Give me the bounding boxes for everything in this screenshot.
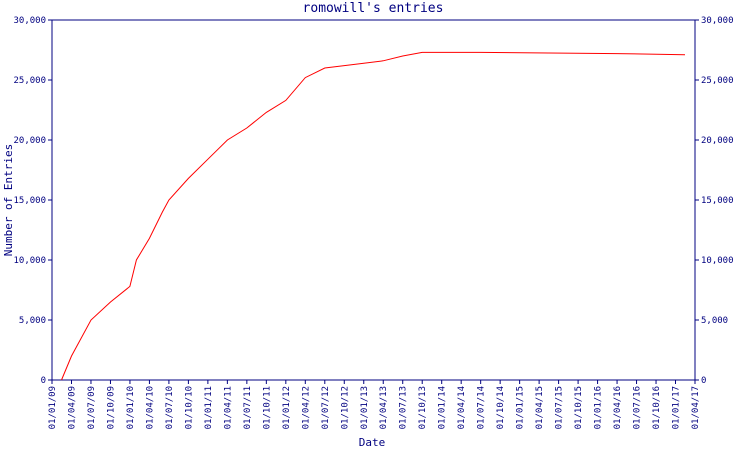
x-tick-label: 01/01/10	[126, 386, 136, 429]
x-tick-label: 01/01/13	[360, 386, 370, 429]
plot-frame	[51, 19, 696, 381]
x-tick-label: 01/07/13	[399, 386, 409, 429]
x-tick-label: 01/10/15	[574, 386, 584, 429]
chart-title: romowill's entries	[303, 1, 444, 16]
x-tick-label: 01/04/10	[145, 386, 155, 429]
x-tick-label: 01/10/16	[652, 386, 662, 429]
y2-tick-label: 5,000	[701, 316, 728, 326]
y2-tick-label: 0	[701, 376, 706, 386]
x-tick-label: 01/01/11	[204, 386, 214, 429]
y2-tick-label: 15,000	[701, 196, 734, 206]
y2-tick-label: 10,000	[701, 256, 734, 266]
x-tick-label: 01/04/11	[223, 386, 233, 429]
x-tick-label: 01/07/15	[555, 386, 565, 429]
y-axis-title: Number of Entries	[2, 144, 15, 257]
y2-tick-label: 25,000	[701, 76, 734, 86]
x-tick-label: 01/10/09	[106, 386, 116, 429]
x-tick-label: 01/10/14	[496, 386, 506, 429]
x-tick-label: 01/01/14	[438, 386, 448, 429]
x-tick-label: 01/04/13	[379, 386, 389, 429]
x-tick-label: 01/01/16	[594, 386, 604, 429]
y-tick-label: 10,000	[13, 256, 46, 266]
x-tick-label: 01/04/17	[691, 386, 701, 429]
y-tick-label: 5,000	[19, 316, 46, 326]
x-tick-label: 01/10/11	[262, 386, 272, 429]
y2-tick-label: 30,000	[701, 16, 734, 26]
y2-tick-label: 20,000	[701, 136, 734, 146]
x-tick-label: 01/04/14	[457, 386, 467, 429]
x-tick-label: 01/10/13	[418, 386, 428, 429]
y-tick-label: 20,000	[13, 136, 46, 146]
x-tick-label: 01/07/16	[633, 386, 643, 429]
x-tick-label: 01/10/10	[184, 386, 194, 429]
x-tick-label: 01/07/12	[321, 386, 331, 429]
x-tick-label: 01/04/12	[301, 386, 311, 429]
x-tick-label: 01/01/17	[672, 386, 682, 429]
x-tick-label: 01/01/15	[516, 386, 526, 429]
x-axis-title: Date	[359, 436, 386, 449]
x-tick-label: 01/07/14	[477, 386, 487, 429]
x-tick-label: 01/04/09	[67, 386, 77, 429]
x-tick-label: 01/07/09	[87, 386, 97, 429]
y-tick-label: 0	[41, 376, 46, 386]
x-tick-label: 01/07/10	[165, 386, 175, 429]
y-tick-label: 15,000	[13, 196, 46, 206]
y-tick-label: 30,000	[13, 16, 46, 26]
x-tick-label: 01/01/09	[48, 386, 58, 429]
x-tick-label: 01/07/11	[243, 386, 253, 429]
y-tick-label: 25,000	[13, 76, 46, 86]
data-line	[61, 51, 686, 381]
x-tick-label: 01/01/12	[282, 386, 292, 429]
x-tick-label: 01/10/12	[340, 386, 350, 429]
x-tick-label: 01/04/15	[535, 386, 545, 429]
x-tick-label: 01/04/16	[613, 386, 623, 429]
